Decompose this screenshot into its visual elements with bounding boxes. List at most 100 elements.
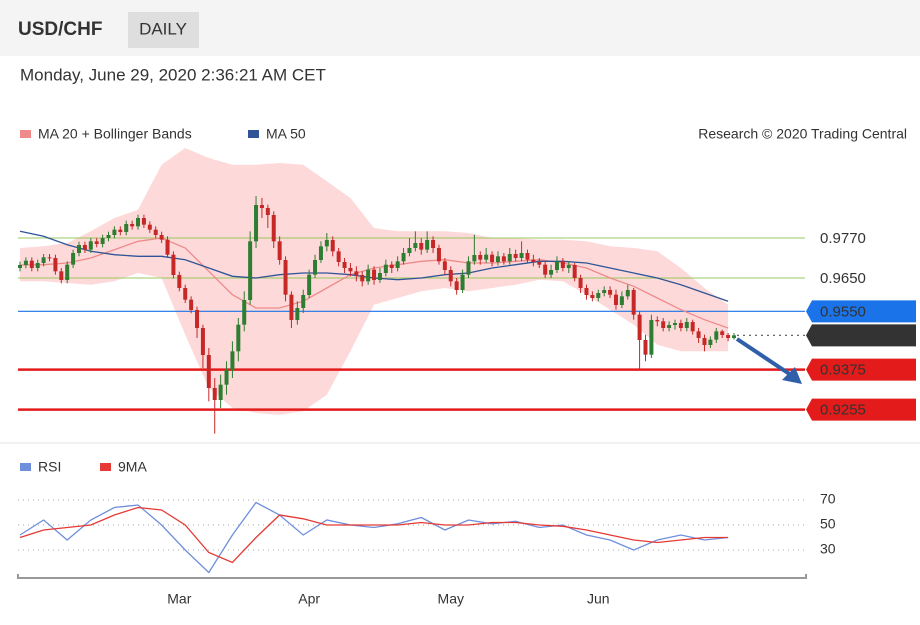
level-label: 0.9650 xyxy=(820,270,866,287)
rsi-line xyxy=(19,506,729,564)
candle-body xyxy=(407,248,412,253)
level-label: 0.9550 xyxy=(820,303,866,320)
candle-body xyxy=(218,384,223,400)
candle-body xyxy=(531,259,536,262)
candle-body xyxy=(661,321,666,328)
candle-body xyxy=(442,261,447,270)
x-tick-label: May xyxy=(438,591,464,607)
candle-body xyxy=(383,264,388,273)
rsi-line xyxy=(19,501,729,574)
candle-body xyxy=(295,308,300,320)
candle-body xyxy=(643,340,648,355)
candle-body xyxy=(206,355,211,388)
period-box xyxy=(128,12,199,48)
y-tick-label: 70 xyxy=(820,491,836,507)
candle-body xyxy=(212,388,217,400)
candle-body xyxy=(507,254,512,262)
level-label: 0.9255 xyxy=(820,402,866,419)
candle-body xyxy=(425,240,430,250)
candle-body xyxy=(484,254,489,260)
level-label-box xyxy=(806,300,916,323)
candle-body xyxy=(112,229,117,235)
candle-body xyxy=(602,290,607,293)
candle-body xyxy=(289,294,294,320)
candle-body xyxy=(572,265,577,278)
candle-body xyxy=(106,235,111,238)
candle-body xyxy=(525,253,530,260)
candle-body xyxy=(248,241,253,300)
candle-body xyxy=(183,288,188,300)
candle-body xyxy=(613,294,618,305)
candle-body xyxy=(77,245,82,253)
candle-body xyxy=(419,243,424,250)
candle-body xyxy=(460,274,465,290)
candle-body xyxy=(431,240,436,248)
candle-body xyxy=(549,270,554,275)
candle-body xyxy=(696,331,701,338)
candle-body xyxy=(177,275,182,288)
candle-body xyxy=(472,255,477,262)
legend: RSI 9MA xyxy=(20,459,147,475)
candle-body xyxy=(342,262,347,268)
candle-body xyxy=(195,310,200,328)
candle-body xyxy=(667,325,672,328)
candle-body xyxy=(153,229,158,235)
legend-label: MA 50 xyxy=(266,126,306,142)
legend-label: RSI xyxy=(38,459,61,475)
candle-body xyxy=(283,260,288,295)
y-tick-label: 30 xyxy=(820,541,836,557)
candle-body xyxy=(732,335,736,338)
candle-body xyxy=(324,240,329,247)
candle-body xyxy=(554,261,559,270)
candle-body xyxy=(690,322,695,332)
candle-body xyxy=(360,275,365,282)
x-tick-label: Apr xyxy=(298,591,320,607)
candle-body xyxy=(637,314,642,340)
candle-body xyxy=(608,290,613,295)
candle-body xyxy=(714,331,719,340)
legend-swatch xyxy=(100,463,111,471)
candle-body xyxy=(242,300,247,325)
candle-body xyxy=(265,208,270,215)
candle-body xyxy=(566,265,571,268)
x-axis xyxy=(17,574,807,579)
candle-body xyxy=(478,255,483,260)
candle-body xyxy=(23,260,28,265)
candle-body xyxy=(655,320,660,322)
candle-body xyxy=(65,264,70,280)
candle-body xyxy=(200,328,205,355)
legend-swatch xyxy=(20,130,31,138)
candle-body xyxy=(684,322,689,328)
candle-body xyxy=(619,296,624,305)
legend-label: 9MA xyxy=(118,459,147,475)
candle-body xyxy=(254,205,259,242)
candle-body xyxy=(53,258,58,272)
candle-body xyxy=(448,270,453,282)
level-label-box xyxy=(806,358,916,381)
candle-body xyxy=(366,269,371,282)
level-label-box xyxy=(806,398,916,421)
candle-body xyxy=(702,338,707,345)
candle-body xyxy=(118,229,123,232)
candle-body xyxy=(59,271,64,280)
candle-body xyxy=(94,241,99,244)
candle-body xyxy=(82,245,87,250)
candle-body xyxy=(301,295,306,308)
candle-body xyxy=(395,261,400,268)
candle-body xyxy=(466,261,471,275)
level-label: 0.9478 xyxy=(820,327,866,344)
legend-swatch xyxy=(248,130,259,138)
candle-body xyxy=(543,264,548,275)
candle-body xyxy=(18,265,22,268)
candle-body xyxy=(41,257,46,263)
candle-body xyxy=(189,299,194,310)
candle-body xyxy=(413,243,418,248)
candle-body xyxy=(230,351,235,370)
candle-body xyxy=(649,320,654,355)
candle-body xyxy=(678,323,683,328)
candle-body xyxy=(71,253,76,265)
candle-body xyxy=(454,281,459,290)
candle-body xyxy=(307,274,312,295)
candle-body xyxy=(495,256,500,262)
